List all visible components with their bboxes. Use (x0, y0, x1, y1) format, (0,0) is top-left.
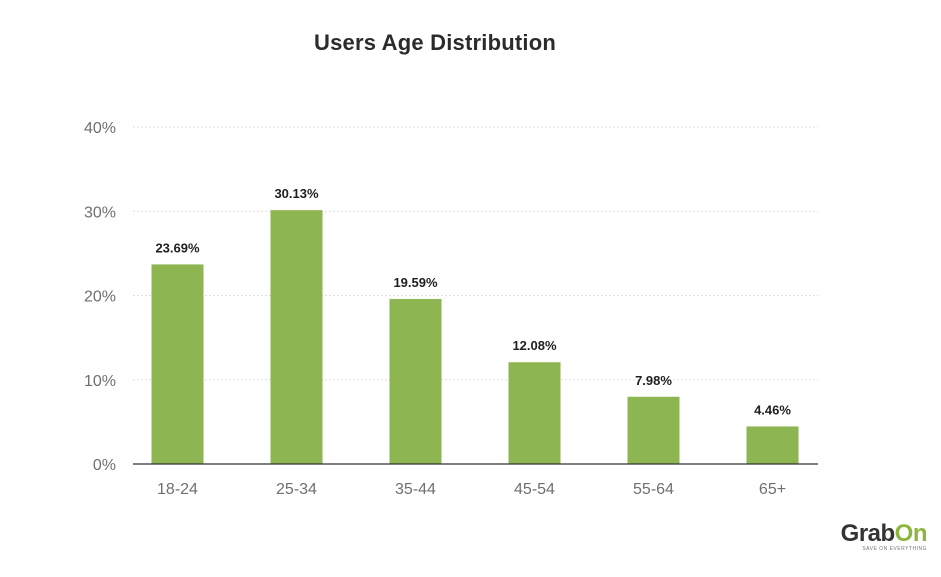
data-label: 7.98% (635, 373, 672, 388)
x-tick-label: 55-64 (633, 481, 674, 498)
data-label: 4.46% (754, 402, 791, 417)
y-tick-label: 0% (93, 457, 116, 474)
data-label: 12.08% (512, 338, 557, 353)
y-tick-label: 40% (84, 120, 116, 137)
x-tick-label: 18-24 (157, 481, 198, 498)
y-tick-label: 30% (84, 204, 116, 221)
data-labels: 23.69% 30.13% 19.59% 12.08% 7.98% 4.46% (155, 186, 791, 417)
y-tick-label: 10% (84, 373, 116, 390)
bar-65+ (746, 426, 799, 464)
bar-18-24 (151, 264, 204, 464)
chart-title: Users Age Distribution (314, 30, 556, 55)
logo-text-accent: On (894, 520, 928, 547)
x-tick-label: 35-44 (395, 481, 436, 498)
x-tick-label: 65+ (759, 481, 786, 498)
grabon-logo: GrabOn SAVE ON EVERYTHING (827, 520, 928, 565)
data-label: 23.69% (155, 240, 200, 255)
gridlines (133, 126, 818, 381)
x-tick-label: 45-54 (514, 481, 555, 498)
bar-25-34 (270, 210, 323, 464)
data-label: 19.59% (393, 275, 438, 290)
x-axis-ticks: 18-24 25-34 35-44 45-54 55-64 65+ (157, 481, 786, 498)
x-tick-label: 25-34 (276, 481, 317, 498)
bar-35-44 (389, 298, 442, 464)
y-axis-ticks: 0% 10% 20% 30% 40% (84, 120, 116, 474)
y-tick-label: 20% (84, 289, 116, 306)
bar-45-54 (508, 362, 561, 464)
logo-tagline: SAVE ON EVERYTHING (862, 546, 927, 552)
data-label: 30.13% (274, 186, 319, 201)
bar-55-64 (627, 396, 680, 464)
bars (151, 210, 799, 464)
logo-text-main: Grab (840, 520, 896, 547)
